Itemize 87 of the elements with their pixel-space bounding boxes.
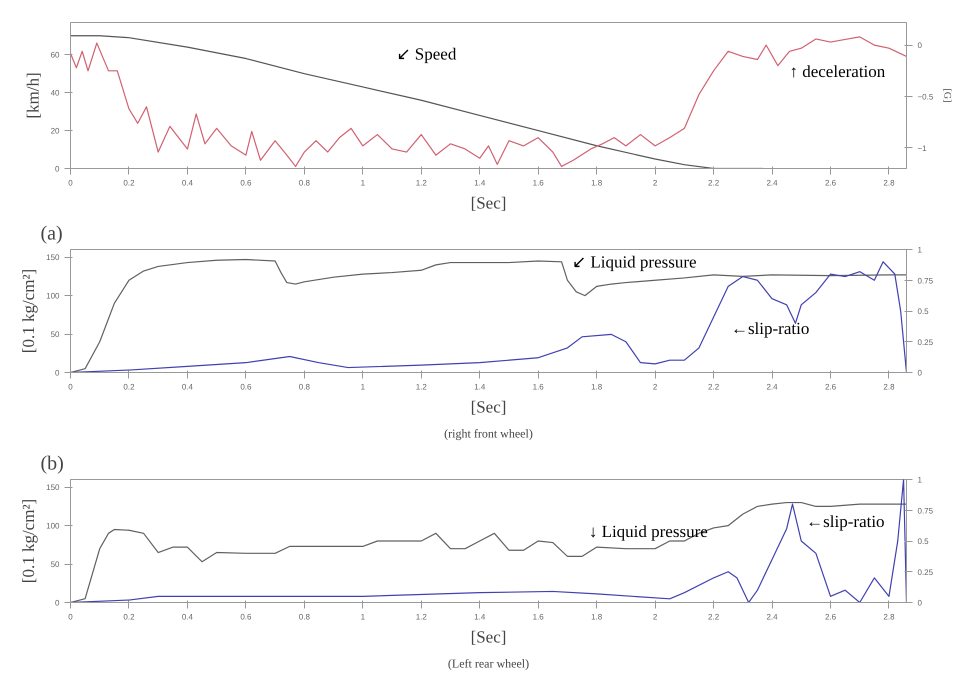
x-tick-label: 1.2	[416, 382, 428, 392]
x-tick-label: 1.2	[416, 612, 428, 622]
y-tick-label: 50	[50, 560, 60, 570]
annotation: ↙ Liquid pressure	[572, 252, 697, 272]
y-axis-title: [0.1 kg/cm²]	[19, 268, 38, 354]
y-tick-label: 40	[50, 88, 60, 98]
x-tick-label: 0.4	[182, 612, 194, 622]
x-tick-label: 2.2	[708, 382, 720, 392]
x-tick-label: 0.8	[298, 382, 310, 392]
x-tick-label: 2.2	[708, 178, 720, 188]
y-tick-label: 20	[50, 126, 60, 136]
y2-tick-label: −1	[918, 144, 928, 153]
x-tick-label: 2	[652, 612, 658, 622]
x-tick-label: 2.8	[883, 612, 896, 622]
x-tick-label: 0.4	[182, 178, 194, 188]
annotation: ↙ Speed	[396, 44, 457, 64]
x-tick-label: 1.8	[591, 178, 603, 188]
y2-tick-label: 0.5	[918, 537, 930, 546]
x-tick-label: 1.2	[416, 178, 428, 188]
x-tick-label: 1	[360, 612, 366, 622]
x-tick-label: 1.6	[532, 382, 544, 392]
x-tick-label: 1.6	[532, 612, 544, 622]
x-axis-title: [Sec]	[470, 628, 506, 646]
y-tick-label: 100	[46, 292, 60, 301]
x-tick-label: 1.8	[591, 382, 603, 392]
y-tick-label: 50	[50, 330, 60, 340]
y-tick-label: 100	[46, 522, 60, 531]
y2-tick-label: 1	[918, 476, 922, 484]
x-tick-label: 2.4	[766, 612, 778, 622]
x-tick-label: 2.2	[708, 612, 720, 622]
y2-tick-label: 0.25	[918, 568, 934, 577]
chart-title: (a)	[40, 222, 63, 244]
y-axis-title: [0.1 kg/cm²]	[19, 498, 38, 584]
x-tick-label: 1.6	[532, 178, 544, 188]
x-tick-label: 2.6	[824, 178, 837, 188]
y-tick-label: 60	[50, 50, 60, 60]
x-tick-label: 0.4	[182, 382, 194, 392]
x-tick-label: 2.8	[883, 382, 896, 392]
x-tick-label: 0	[68, 382, 74, 392]
y2-tick-label: 0.25	[918, 338, 934, 347]
y2-tick-label: 0.5	[918, 307, 930, 316]
x-tick-label: 0.6	[240, 382, 252, 392]
x-tick-label: 2.4	[766, 382, 778, 392]
chart-title: (b)	[40, 452, 64, 474]
y2-tick-label: −0.5	[918, 92, 934, 102]
text: (Left rear wheel)	[448, 656, 530, 670]
annotation: ←slip-ratio	[730, 319, 810, 338]
x-tick-label: 2	[652, 178, 658, 188]
x-tick-label: 2.8	[883, 178, 896, 188]
y2-axis-title: [G]	[941, 88, 952, 102]
annotation: ↑ deceleration	[789, 62, 886, 81]
x-tick-label: 2.4	[766, 178, 778, 188]
x-tick-label: 2	[652, 382, 658, 392]
text: (right front wheel)	[444, 426, 533, 440]
x-tick-label: 1	[360, 382, 366, 392]
x-tick-label: 0.2	[123, 612, 136, 622]
y-tick-label: 0	[55, 368, 60, 378]
y2-tick-label: 0.75	[918, 276, 934, 286]
x-tick-label: 1	[360, 178, 366, 188]
annotation: ←slip-ratio	[806, 512, 885, 532]
x-tick-label: 0	[68, 612, 74, 622]
x-tick-label: 1.4	[474, 612, 486, 622]
y-tick-label: 0	[55, 598, 60, 608]
y2-tick-label: 0	[918, 41, 922, 50]
x-tick-label: 2.6	[824, 612, 837, 622]
y-tick-label: 150	[46, 483, 60, 492]
x-tick-label: 0.2	[123, 178, 136, 188]
annotation: ↓ Liquid pressure	[588, 522, 708, 541]
x-tick-label: 1.4	[474, 178, 486, 188]
y2-tick-label: 0	[918, 598, 922, 608]
x-tick-label: 0.2	[123, 382, 136, 392]
y2-tick-label: 1	[918, 246, 922, 254]
x-tick-label: 0.8	[298, 178, 310, 188]
x-tick-label: 0	[68, 178, 74, 188]
y2-tick-label: 0.75	[918, 506, 934, 516]
y2-tick-label: 0	[918, 368, 922, 378]
x-tick-label: 0.6	[240, 612, 252, 622]
x-tick-label: 1.4	[474, 382, 486, 392]
y-tick-label: 150	[46, 253, 60, 262]
x-axis-title: [Sec]	[470, 398, 506, 416]
x-tick-label: 0.8	[298, 612, 310, 622]
y-axis-title: [km/h]	[24, 72, 43, 119]
y-tick-label: 0	[55, 164, 60, 174]
x-tick-label: 1.8	[591, 612, 603, 622]
x-tick-label: 0.6	[240, 178, 252, 188]
x-axis-title: [Sec]	[470, 194, 506, 212]
x-tick-label: 2.6	[824, 382, 837, 392]
